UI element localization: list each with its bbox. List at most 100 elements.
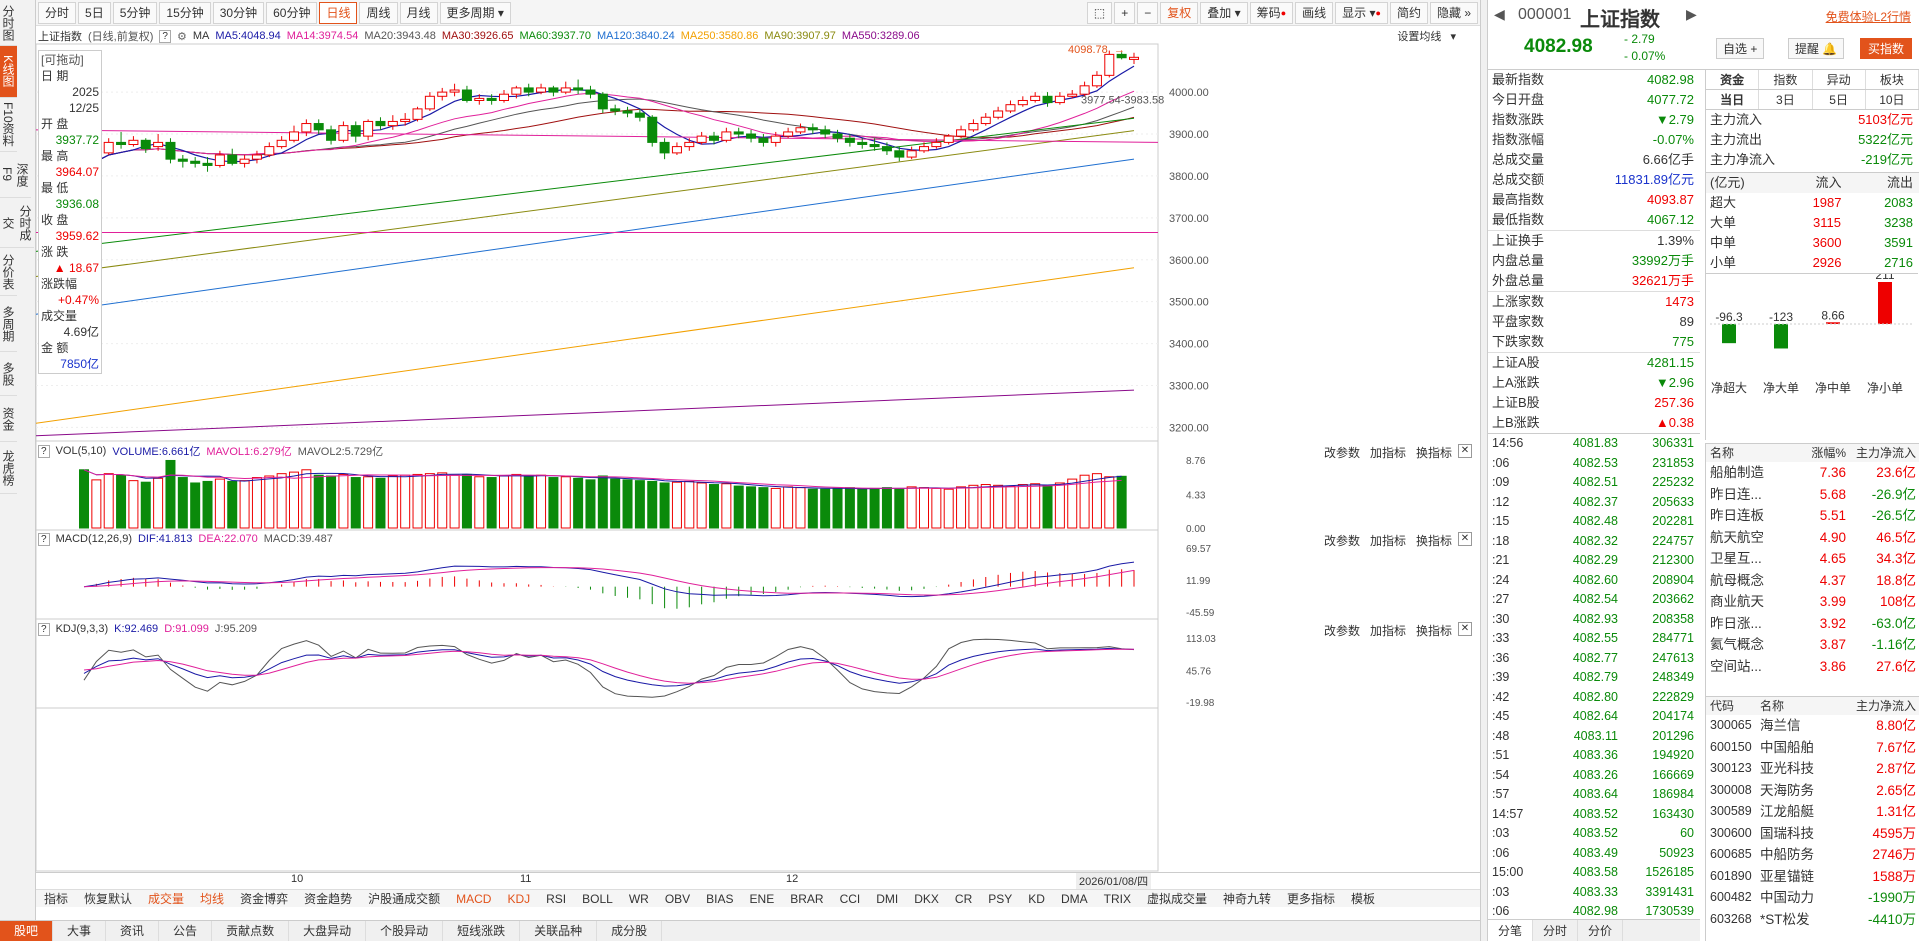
ma-settings-button[interactable]: 设置均线 ▾ <box>1397 28 1462 44</box>
indicator-tab[interactable]: OBV <box>664 891 691 906</box>
indicator-tab[interactable]: 神奇九转 <box>1222 892 1271 906</box>
tick-list[interactable]: 14:56 4081.83 306331:06 4082.53 231853:09 408… <box>1488 433 1700 919</box>
period-tab[interactable]: 5分钟 <box>112 1 158 24</box>
flow-tab[interactable]: 指数 <box>1759 70 1813 89</box>
indicator-tab[interactable]: 资金博弈 <box>240 892 289 906</box>
indicator-control-button[interactable]: 加指标 <box>1369 624 1406 638</box>
panel-splitter[interactable] <box>1480 0 1488 941</box>
indicator-control-button[interactable]: 改参数 <box>1323 446 1360 460</box>
period-tab[interactable]: 日线 <box>319 1 358 24</box>
indicator-tab[interactable]: CR <box>954 891 973 906</box>
indicator-control-button[interactable]: 加指标 <box>1369 534 1406 548</box>
toolbar-button[interactable]: 筹码● <box>1249 1 1294 24</box>
sector-row[interactable]: 空间站... 3.86 27.6亿 <box>1706 656 1919 678</box>
stock-flow-header[interactable]: 主力净流入 <box>1855 699 1916 713</box>
bottom-tab[interactable]: 公告 <box>159 920 213 941</box>
toolbar-button[interactable]: 显示 ▾● <box>1335 1 1388 24</box>
sector-row[interactable]: 昨日连... 5.68 -26.9亿 <box>1706 484 1919 506</box>
toolbar-button[interactable]: 叠加 ▾ <box>1200 1 1248 24</box>
indicator-tab[interactable]: 更多指标 <box>1287 892 1336 906</box>
indicator-tab[interactable]: DMA <box>1060 891 1088 906</box>
left-nav-item[interactable]: 多股 <box>0 352 17 396</box>
bottom-tab[interactable]: 贡献点数 <box>212 920 290 941</box>
flow-subtab[interactable]: 当日 <box>1706 90 1760 109</box>
prev-icon[interactable]: ◀ <box>1494 6 1505 22</box>
sector-row[interactable]: 昨日连板 5.51 -26.5亿 <box>1706 505 1919 527</box>
period-tab[interactable]: 5日 <box>78 1 111 24</box>
close-icon[interactable]: ✕ <box>1458 622 1472 636</box>
gear-icon[interactable]: ⚙ <box>176 30 187 43</box>
bottom-tab[interactable]: 大盘异动 <box>289 920 367 941</box>
toolbar-button[interactable]: 隐藏 » <box>1429 1 1478 24</box>
help-icon[interactable]: ? <box>38 622 50 636</box>
zoom-out-icon[interactable]: − <box>1137 1 1159 24</box>
stock-row[interactable]: 300589 江龙船艇 1.31亿 <box>1706 801 1919 823</box>
tick-tab[interactable]: 分时 <box>1533 920 1579 941</box>
indicator-control-button[interactable]: 换指标 <box>1415 624 1452 638</box>
period-tab[interactable]: 月线 <box>399 1 438 24</box>
left-nav-item[interactable]: 多周期 <box>0 296 17 352</box>
indicator-control-button[interactable]: 换指标 <box>1415 446 1452 460</box>
flow-subtab[interactable]: 5日 <box>1813 90 1866 109</box>
indicator-tab[interactable]: MACD <box>456 891 492 906</box>
period-tab[interactable]: 30分钟 <box>212 1 265 24</box>
add-favorite-button[interactable]: 自选 + <box>1716 38 1765 59</box>
flow-tab[interactable]: 异动 <box>1813 70 1866 89</box>
indicator-tab[interactable]: DMI <box>876 891 899 906</box>
indicator-tab[interactable]: BOLL <box>582 891 613 906</box>
tick-tab[interactable]: 分笔 <box>1488 920 1534 941</box>
stock-row[interactable]: 300600 国瑞科技 4595万 <box>1706 823 1919 845</box>
close-icon[interactable]: ✕ <box>1458 532 1472 546</box>
left-nav-item[interactable]: 龙虎榜 <box>0 442 17 494</box>
stock-row[interactable]: 600482 中国动力 -1990万 <box>1706 887 1919 909</box>
indicator-tab[interactable]: 均线 <box>200 892 225 906</box>
left-nav-item[interactable]: 深度F9 <box>0 152 31 198</box>
flow-tab[interactable]: 资金 <box>1706 70 1760 89</box>
bottom-tab[interactable]: 资讯 <box>106 920 160 941</box>
sector-pct-header[interactable]: 涨幅% <box>1811 446 1846 460</box>
flow-subtab[interactable]: 10日 <box>1866 90 1919 109</box>
sector-row[interactable]: 商业航天 3.99 108亿 <box>1706 591 1919 613</box>
toolbar-button[interactable]: 简约 <box>1389 1 1428 24</box>
next-icon[interactable]: ▶ <box>1686 6 1697 22</box>
indicator-control-button[interactable]: 改参数 <box>1323 624 1360 638</box>
sector-row[interactable]: 航母概念 4.37 18.8亿 <box>1706 570 1919 592</box>
sector-row[interactable]: 卫星互... 4.65 34.3亿 <box>1706 548 1919 570</box>
zoom-in-icon[interactable]: + <box>1114 1 1136 24</box>
buy-index-button[interactable]: 买指数 <box>1860 38 1913 59</box>
sector-row[interactable]: 昨日涨... 3.92 -63.0亿 <box>1706 613 1919 635</box>
bottom-tab[interactable]: 股吧 <box>0 920 54 941</box>
bottom-tab[interactable]: 短线涨跌 <box>443 920 521 941</box>
indicator-tab[interactable]: 资金趋势 <box>304 892 353 906</box>
left-nav-item[interactable]: 分时图 <box>0 0 17 46</box>
period-tab[interactable]: 15分钟 <box>159 1 211 24</box>
left-nav-item[interactable]: 分价表 <box>0 248 17 296</box>
sector-row[interactable]: 船舶制造 7.36 23.6亿 <box>1706 462 1919 484</box>
stock-row[interactable]: 603268 *ST松发 -4410万 <box>1706 909 1919 931</box>
indicator-tab[interactable]: 指标 <box>44 892 69 906</box>
indicator-tab[interactable]: 虚拟成交量 <box>1146 892 1207 906</box>
period-tab[interactable]: 分时 <box>38 1 77 24</box>
indicator-tab[interactable]: 成交量 <box>148 892 185 906</box>
tick-tab[interactable]: 分价 <box>1578 920 1624 941</box>
period-tab[interactable]: 60分钟 <box>266 1 318 24</box>
indicator-control-button[interactable]: 换指标 <box>1415 534 1452 548</box>
close-icon[interactable]: ✕ <box>1458 444 1472 458</box>
stock-row[interactable]: 300008 天海防务 2.65亿 <box>1706 780 1919 802</box>
stock-row[interactable]: 300123 亚光科技 2.87亿 <box>1706 758 1919 780</box>
left-nav-item[interactable]: 分时成交 <box>0 198 34 248</box>
sector-row[interactable]: 航天航空 4.90 46.5亿 <box>1706 527 1919 549</box>
indicator-tab[interactable]: 沪股通成交额 <box>368 892 441 906</box>
left-nav-item[interactable]: 资金 <box>0 396 17 442</box>
indicator-control-button[interactable]: 加指标 <box>1369 446 1406 460</box>
indicator-tab[interactable]: WR <box>628 891 649 906</box>
indicator-tab[interactable]: BIAS <box>706 891 734 906</box>
indicator-tab[interactable]: KD <box>1028 891 1045 906</box>
bottom-tab[interactable]: 关联品种 <box>520 920 598 941</box>
indicator-control-button[interactable]: 改参数 <box>1323 534 1360 548</box>
bottom-tab[interactable]: 个股异动 <box>366 920 444 941</box>
indicator-tab[interactable]: ENE <box>749 891 775 906</box>
indicator-tab[interactable]: BRAR <box>790 891 824 906</box>
fullscreen-icon[interactable]: ⬚ <box>1086 1 1113 24</box>
indicator-tab[interactable]: DKX <box>914 891 939 906</box>
